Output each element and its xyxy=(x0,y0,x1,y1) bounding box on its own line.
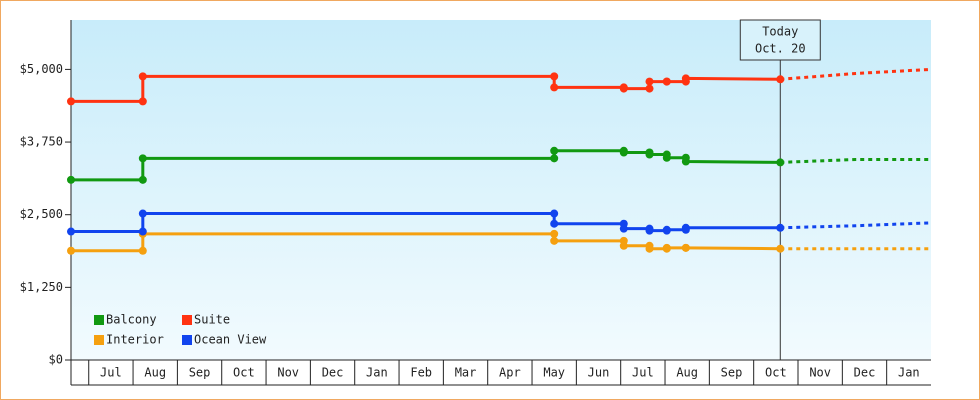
x-tick-label: Jun xyxy=(588,366,610,380)
point xyxy=(645,244,654,253)
legend-label: Ocean View xyxy=(194,333,267,347)
legend-swatch xyxy=(94,315,104,325)
point xyxy=(645,150,654,159)
x-tick-label: Jan xyxy=(366,366,388,380)
point xyxy=(138,97,147,106)
point xyxy=(67,97,75,106)
point xyxy=(550,72,559,81)
point xyxy=(662,77,671,86)
point xyxy=(138,246,147,255)
point xyxy=(681,243,690,252)
legend-swatch xyxy=(182,335,192,345)
x-tick-label: Jan xyxy=(898,366,920,380)
legend-label: Interior xyxy=(106,333,164,347)
point xyxy=(550,236,559,245)
x-tick-label: Nov xyxy=(809,366,831,380)
x-tick-label: Oct xyxy=(233,366,255,380)
x-tick-label: Nov xyxy=(277,366,299,380)
point xyxy=(67,175,75,184)
x-tick-label: Feb xyxy=(410,366,432,380)
point xyxy=(662,225,671,234)
x-tick-label: Apr xyxy=(499,366,521,380)
x-tick-label: Aug xyxy=(676,366,698,380)
point xyxy=(550,146,559,155)
point xyxy=(645,84,654,93)
x-tick-label: Mar xyxy=(455,366,477,380)
point xyxy=(776,75,785,84)
point xyxy=(619,241,628,250)
y-tick-label: $5,000 xyxy=(20,62,63,76)
today-date: Oct. 20 xyxy=(755,42,806,56)
point xyxy=(619,84,628,93)
point xyxy=(662,153,671,162)
today-box xyxy=(739,19,821,61)
point xyxy=(550,209,559,218)
point xyxy=(776,244,785,253)
point xyxy=(550,154,559,163)
point xyxy=(645,77,654,86)
point xyxy=(550,83,559,92)
legend-label: Suite xyxy=(194,313,230,327)
point xyxy=(776,223,785,232)
y-tick-label: $3,750 xyxy=(20,135,63,149)
x-tick-label: Dec xyxy=(854,366,876,380)
plot-area xyxy=(71,20,931,360)
point xyxy=(776,158,785,167)
legend-swatch xyxy=(94,335,104,345)
point xyxy=(681,223,690,232)
x-tick-label: May xyxy=(543,366,565,380)
point xyxy=(550,219,559,228)
today-label: Today xyxy=(762,25,798,39)
point xyxy=(619,224,628,233)
point xyxy=(138,175,147,184)
point xyxy=(662,243,671,252)
point xyxy=(681,157,690,166)
point xyxy=(138,154,147,163)
point xyxy=(550,229,559,238)
point xyxy=(681,74,690,83)
x-tick-label: Dec xyxy=(322,366,344,380)
y-tick-label: $2,500 xyxy=(20,207,63,221)
x-tick-label: Jul xyxy=(632,366,654,380)
point xyxy=(645,226,654,235)
point xyxy=(138,72,147,81)
y-tick-label: $0 xyxy=(49,353,63,367)
x-tick-label: Jul xyxy=(100,366,122,380)
point xyxy=(138,227,147,236)
point xyxy=(138,209,147,218)
point xyxy=(67,227,75,236)
x-tick-label: Aug xyxy=(144,366,166,380)
x-tick-label: Oct xyxy=(765,366,787,380)
point xyxy=(67,246,75,255)
x-tick-label: Sep xyxy=(721,366,743,380)
forecast-line xyxy=(780,157,931,164)
y-tick-label: $1,250 xyxy=(20,280,63,294)
legend-swatch xyxy=(182,315,192,325)
x-tick-label: Sep xyxy=(189,366,211,380)
forecast-line xyxy=(780,221,932,230)
point xyxy=(619,148,628,157)
forecast-line xyxy=(780,67,932,81)
legend-label: Balcony xyxy=(106,313,157,327)
